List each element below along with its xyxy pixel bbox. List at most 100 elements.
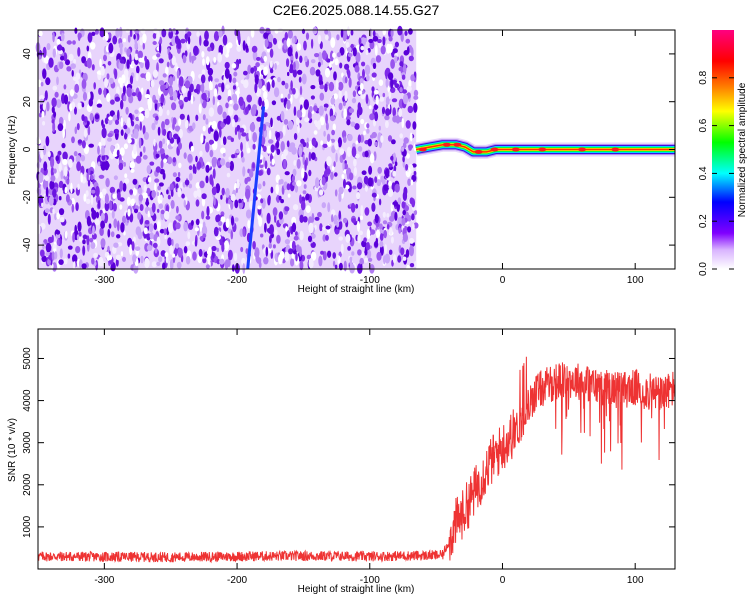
noise-blob: [394, 183, 400, 193]
noise-blob: [236, 44, 242, 52]
noise-blob: [162, 73, 167, 78]
noise-blob: [149, 232, 154, 240]
noise-blob: [81, 56, 86, 64]
noise-blob: [122, 182, 127, 192]
noise-blob: [175, 176, 181, 182]
noise-blob: [41, 255, 47, 263]
noise-blob: [305, 193, 310, 201]
noise-blob: [255, 62, 260, 68]
noise-blob: [344, 184, 350, 190]
noise-blob: [131, 92, 137, 97]
noise-blob: [280, 93, 284, 99]
noise-blob: [219, 158, 226, 166]
noise-blob: [240, 246, 244, 253]
noise-blob: [310, 233, 316, 239]
noise-blob: [114, 96, 121, 102]
noise-blob: [48, 57, 54, 68]
noise-blob: [177, 247, 183, 258]
noise-blob: [295, 51, 298, 60]
noise-blob: [120, 222, 125, 233]
noise-blob: [230, 230, 234, 240]
noise-blob: [138, 113, 145, 122]
noise-blob: [211, 156, 217, 168]
noise-blob: [287, 93, 291, 100]
noise-blob: [346, 172, 350, 180]
noise-blob: [325, 225, 331, 230]
noise-blob: [60, 55, 65, 61]
noise-blob: [147, 176, 152, 183]
noise-blob: [384, 168, 390, 179]
noise-blob: [408, 55, 414, 62]
noise-blob: [354, 65, 360, 73]
noise-blob: [344, 63, 350, 70]
noise-blob: [390, 29, 394, 37]
noise-blob: [135, 49, 139, 55]
noise-blob: [269, 68, 274, 74]
signal-peak: [511, 147, 520, 152]
noise-blob: [355, 203, 359, 209]
noise-blob: [109, 186, 116, 194]
noise-blob: [167, 237, 172, 247]
noise-blob: [113, 242, 119, 248]
spectrogram-y-ticks: -40 -20 0 20 40: [22, 48, 675, 252]
noise-blob: [119, 197, 125, 202]
x-tick-label: -300: [94, 275, 114, 286]
noise-blob: [390, 155, 394, 161]
noise-blob: [398, 227, 402, 234]
noise-blob: [271, 158, 275, 166]
noise-blob: [356, 221, 361, 232]
noise-blob: [204, 30, 209, 41]
noise-blob: [79, 236, 83, 242]
noise-blob: [142, 125, 146, 135]
noise-blob: [312, 26, 318, 35]
noise-blob: [45, 136, 50, 147]
noise-blob: [42, 68, 47, 79]
noise-blob: [379, 96, 385, 102]
noise-blob: [101, 127, 107, 139]
noise-blob: [164, 118, 170, 126]
noise-blob: [82, 245, 86, 256]
noise-blob: [221, 241, 225, 253]
noise-blob: [378, 125, 381, 131]
noise-blob: [299, 55, 303, 63]
noise-blob: [257, 183, 262, 190]
noise-blob: [252, 132, 258, 143]
noise-blob: [199, 218, 204, 224]
noise-blob: [357, 234, 361, 244]
noise-blob: [196, 188, 202, 197]
noise-blob: [114, 144, 118, 149]
y-tick-label: 0: [22, 146, 33, 152]
noise-blob: [183, 199, 186, 208]
noise-blob: [164, 252, 169, 258]
noise-blob: [119, 59, 125, 64]
noise-blob: [264, 222, 267, 233]
noise-blob: [231, 118, 235, 128]
noise-blob: [52, 85, 58, 91]
noise-blob: [130, 168, 135, 173]
noise-blob: [406, 153, 410, 159]
noise-blob: [308, 151, 312, 162]
noise-blob: [357, 249, 362, 256]
noise-blob: [319, 84, 325, 90]
noise-blob: [334, 228, 340, 235]
noise-blob: [232, 85, 237, 90]
noise-blob: [390, 59, 395, 69]
noise-blob: [322, 234, 327, 242]
noise-blob: [286, 183, 291, 191]
noise-blob: [203, 39, 209, 47]
noise-blob: [401, 201, 406, 209]
noise-blob: [404, 30, 408, 36]
noise-blob: [144, 108, 150, 119]
noise-blob: [51, 97, 57, 108]
noise-blob: [202, 58, 205, 66]
noise-blob: [39, 103, 44, 111]
x-tick-label: -100: [360, 575, 380, 586]
noise-blob: [274, 229, 278, 236]
noise-blob: [139, 204, 144, 211]
noise-blob: [239, 127, 245, 133]
noise-blob: [63, 175, 69, 180]
noise-blob: [360, 118, 365, 125]
noise-blob: [56, 44, 63, 51]
noise-blob: [391, 98, 398, 103]
noise-blob: [339, 148, 345, 155]
